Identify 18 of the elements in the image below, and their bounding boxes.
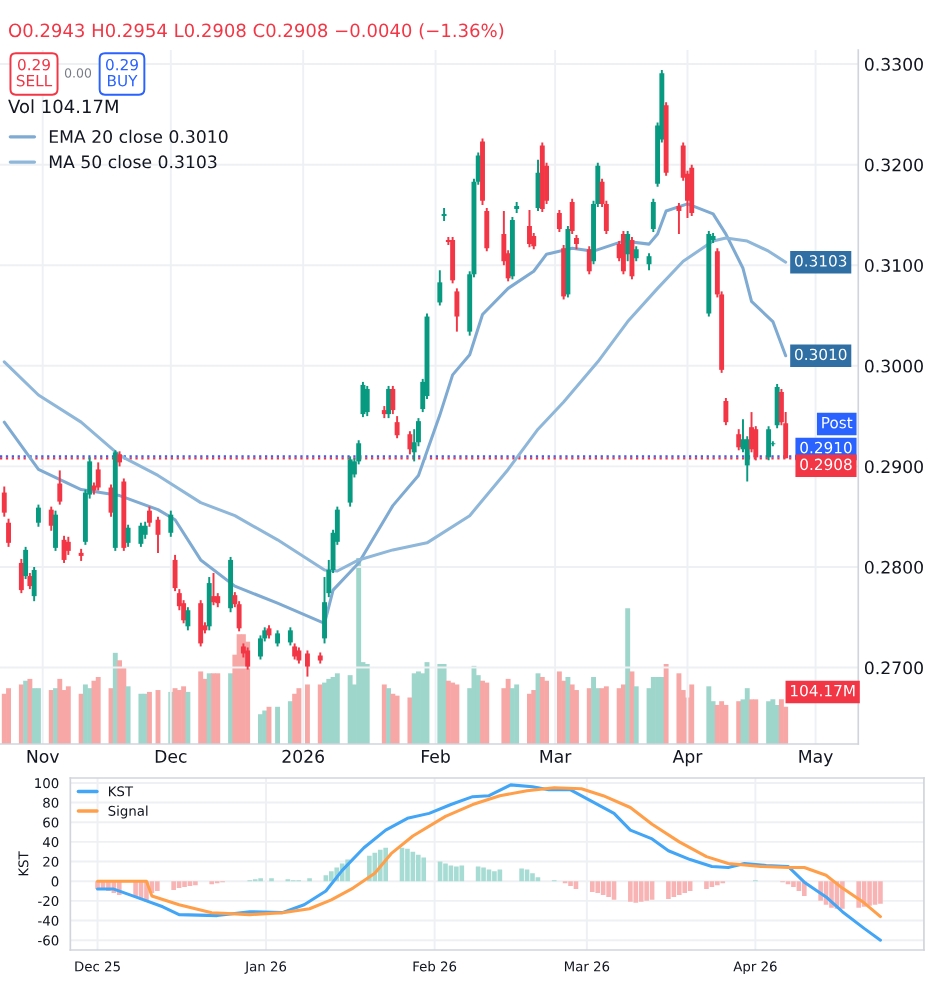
x-tick-label: Apr bbox=[672, 750, 703, 767]
annotation: Vol 104.17M bbox=[8, 99, 118, 114]
x-tick-label: Dec bbox=[155, 750, 187, 763]
legend-label: EMA 20 close 0.3010 bbox=[49, 129, 228, 144]
x-tick-label: Nov bbox=[27, 750, 59, 763]
x-tick-label: Feb bbox=[421, 749, 450, 763]
x-tick-label: 2026 bbox=[282, 749, 324, 763]
y-tick-label: 0.3300 bbox=[864, 57, 923, 71]
y-tick-label: 0.3200 bbox=[864, 158, 923, 172]
text: O0.2943 H0.2954 L0.2908 C0.2908 −0.0040 (−1.36%) bbox=[9, 23, 504, 40]
legend-label: MA 50 close 0.3103 bbox=[49, 155, 217, 169]
y-tick-label: 0.2900 bbox=[864, 460, 923, 474]
y-tick-label: 0.2800 bbox=[864, 560, 923, 574]
y-tick-label: 0.3000 bbox=[864, 359, 923, 373]
y-tick-label: 0.2700 bbox=[864, 661, 923, 675]
x-tick-label: May bbox=[799, 750, 833, 767]
y-tick-label: 0.3100 bbox=[864, 259, 923, 273]
x-tick-label: Mar bbox=[540, 750, 572, 763]
